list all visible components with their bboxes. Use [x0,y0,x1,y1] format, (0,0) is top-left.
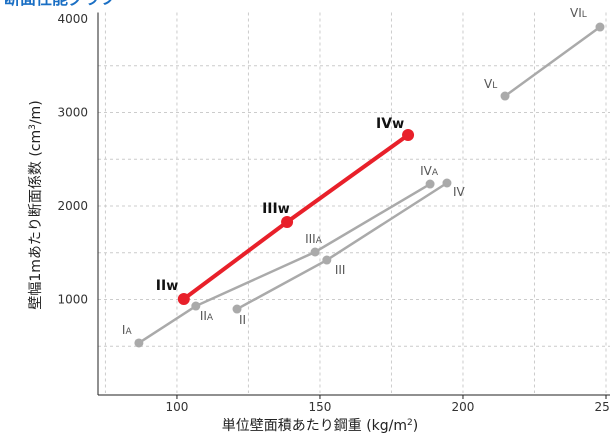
chart-title: 断面性能グラフ [4,0,116,8]
label-sup: 2 [407,418,413,428]
point-label: IIw [156,278,178,294]
label-main: II [239,313,246,327]
point-label: IA [122,323,133,337]
point [595,22,605,32]
label-sub: A [432,168,439,178]
label-main: III [305,232,316,246]
label-main: V [484,77,493,91]
point-label: IIA [200,309,214,323]
point [310,247,320,257]
point-label: VL [484,77,497,91]
point [191,301,201,311]
point-label: IV [453,185,466,199]
x-tick-label: 100 [165,400,188,414]
point-label: IVw [376,116,404,132]
label-sub: A [316,236,323,246]
label-text: 単位壁面積あたり鋼重 (kg/m [222,418,407,434]
label-main: III [262,201,278,217]
point-label: II [239,313,246,327]
point [232,304,242,314]
label-sub: L [582,10,587,20]
x-tick-label: 250 [595,400,610,414]
label-text: 壁幅1mあたり断面係数 (cm [28,130,44,310]
point [500,91,510,101]
y-tick-label: 3000 [57,106,88,120]
label-sub: w [278,202,290,217]
label-main: II [200,309,207,323]
label-sub: A [125,327,132,337]
label-main: III [335,263,346,277]
x-axis-label: 単位壁面積あたり鋼重 (kg/m2) [222,418,418,434]
label-main: IV [453,185,466,199]
label-text: /m) [28,100,44,124]
label-main: VI [570,6,582,20]
label-sub: w [392,117,404,132]
point [322,255,332,265]
label-main: I [122,323,126,337]
y-tick-label: 1000 [57,293,88,307]
point [442,178,452,188]
point-label: IIIw [262,201,290,217]
label-main: IV [420,164,433,178]
point [281,215,294,228]
point-label: VIL [570,6,587,20]
point-label: IVA [420,164,439,178]
point [134,338,144,348]
label-sup: 3 [28,124,38,130]
label-sub: L [492,81,497,91]
label-sub: A [207,313,214,323]
y-axis-label: 壁幅1mあたり断面係数 (cm3/m) [28,100,44,309]
x-tick-label: 150 [309,400,332,414]
label-sub: w [166,279,178,294]
x-tick-label: 200 [452,400,475,414]
label-main: II [156,278,166,294]
point-label: III [335,263,346,277]
label-text: ) [413,418,418,434]
point [177,293,190,306]
series-line [138,182,431,345]
point [402,129,415,142]
point-label: IIIA [305,232,323,246]
point [425,179,435,189]
series-line [504,26,601,98]
label-main: IV [376,116,392,132]
y-tick-label: 4000 [57,12,88,26]
y-tick-label: 2000 [57,199,88,213]
